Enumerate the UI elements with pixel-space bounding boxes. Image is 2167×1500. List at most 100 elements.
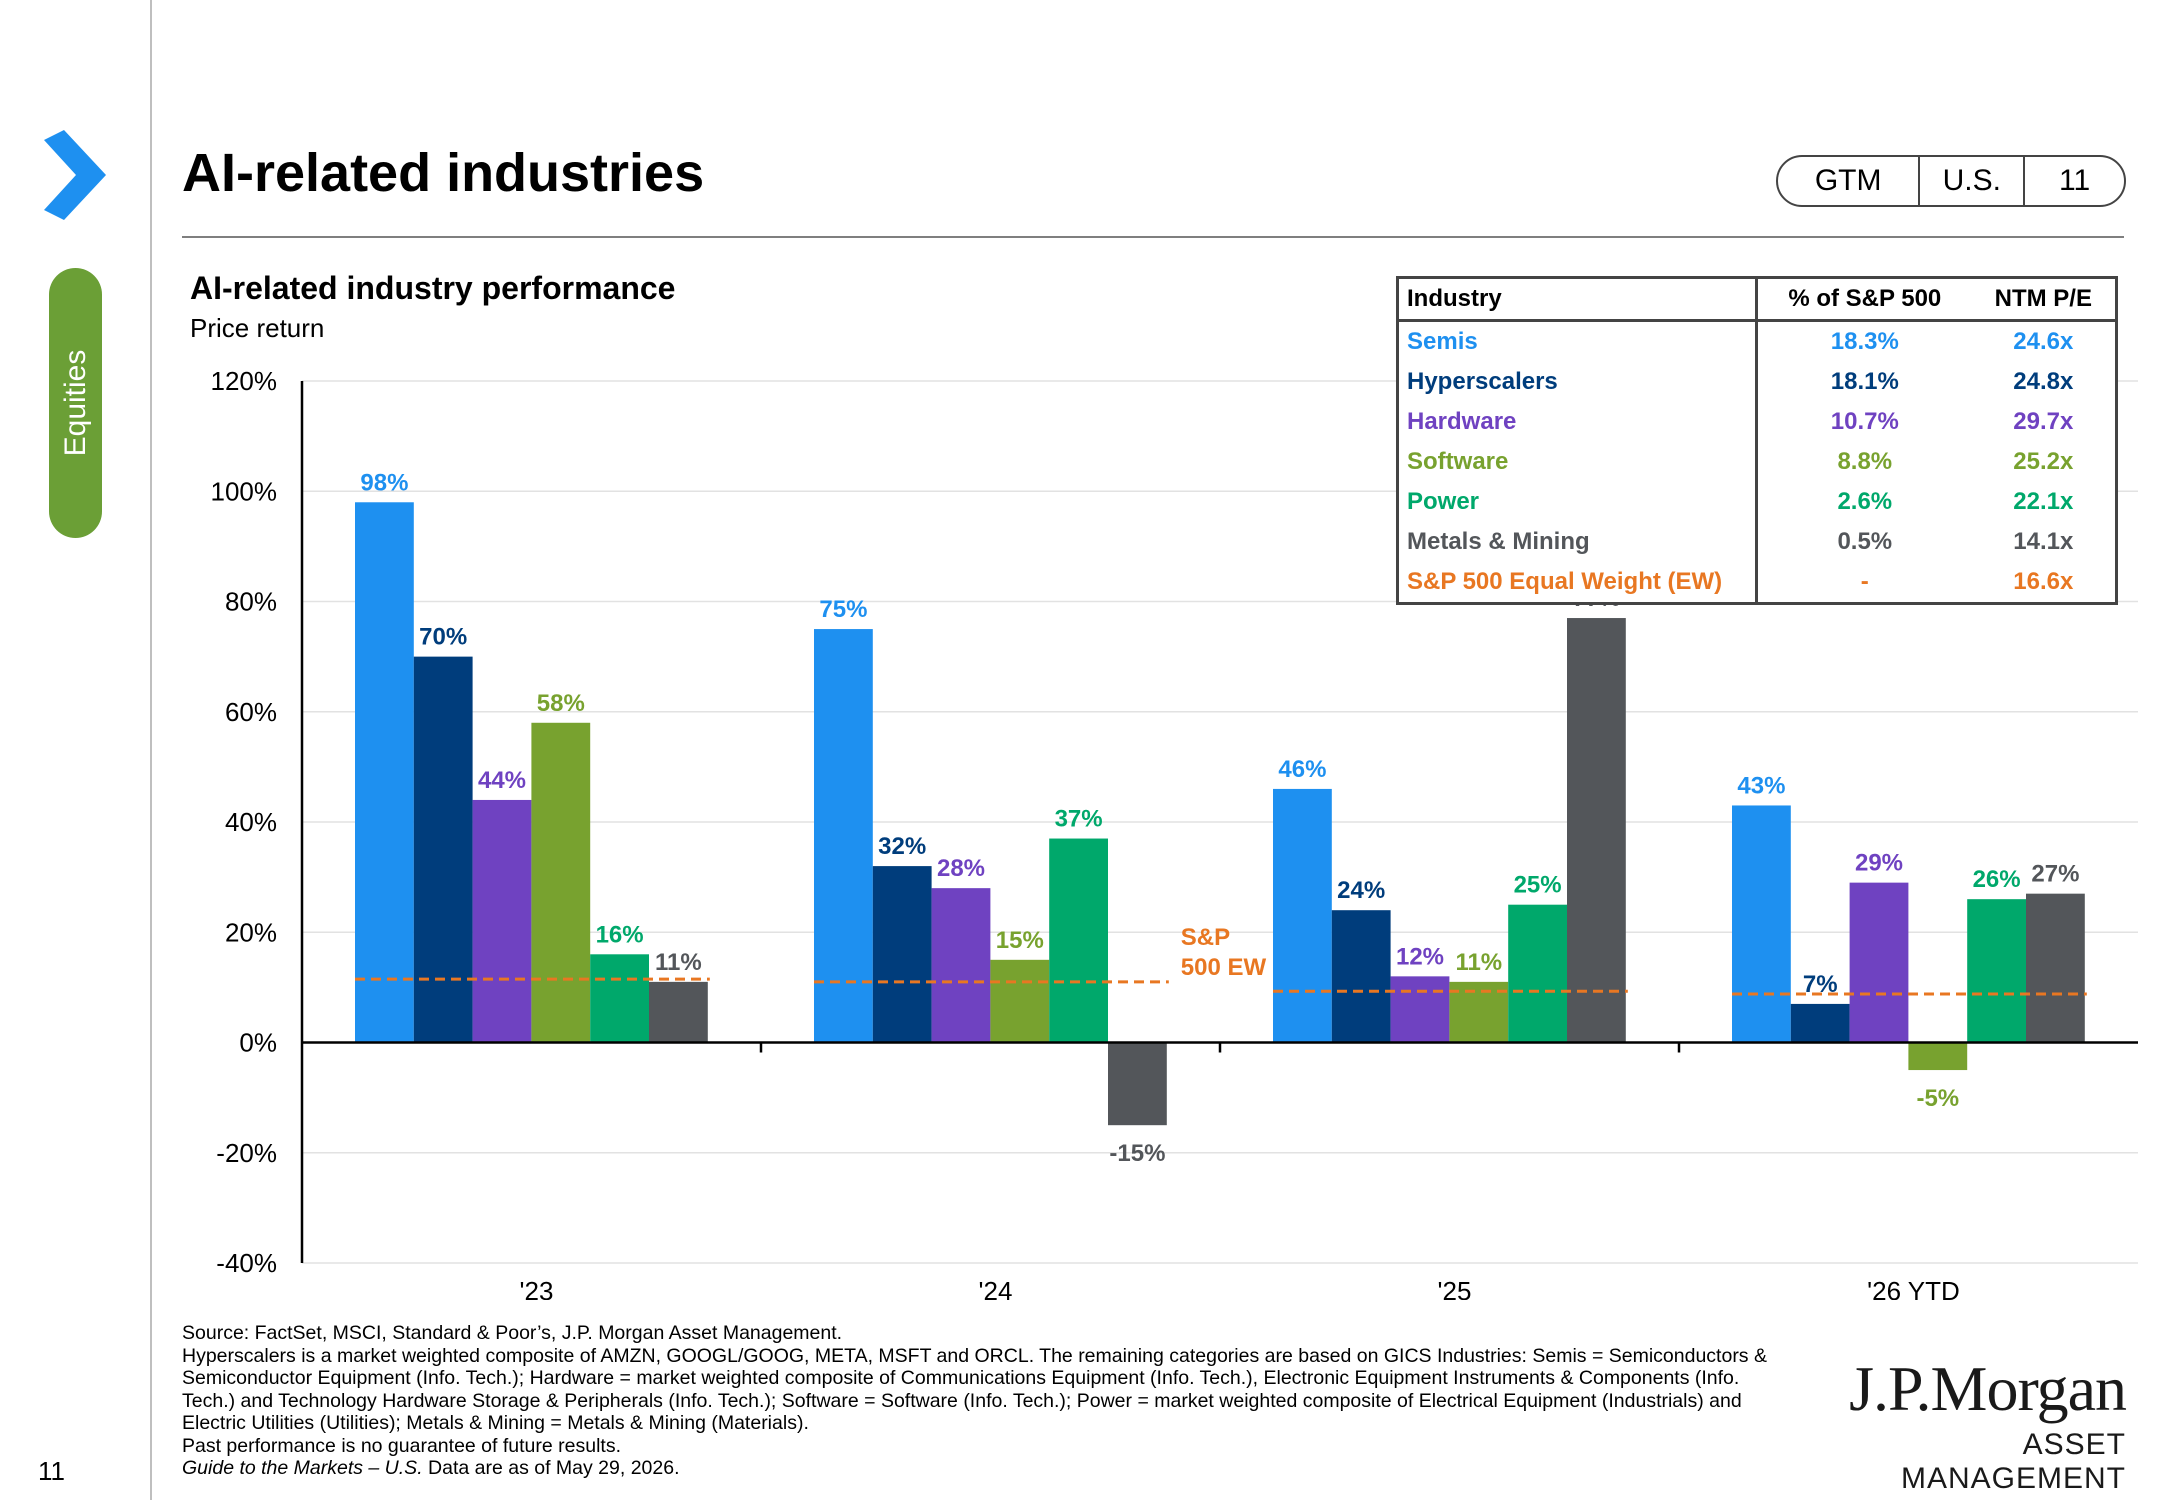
bar [1273, 788, 1332, 1043]
table-row: Metals & Mining 0.5% 14.1x [1397, 522, 2117, 562]
gtm-badge: GTM U.S. 11 [1776, 155, 2126, 207]
x-tick-label: '23 [520, 1276, 554, 1300]
bar [1390, 976, 1450, 1043]
data-label: 75% [819, 596, 867, 623]
x-tick-label: '25 [1438, 1276, 1472, 1300]
page-title: AI-related industries [182, 143, 705, 203]
data-label: 28% [937, 855, 985, 882]
bar [990, 959, 1050, 1043]
date-note: Data are as of May 29, 2026. [422, 1457, 680, 1479]
data-label: 37% [1055, 806, 1103, 833]
table-cell-pct: 2.6% [1837, 488, 1893, 515]
jpmorgan-logo: J.P.Morgan [1849, 1353, 2127, 1424]
table-row: Semis 18.3% 24.6x [1397, 320, 2117, 362]
bar [531, 722, 591, 1043]
data-label: 29% [1855, 850, 1903, 877]
title-divider [182, 236, 2124, 238]
table-cell-pe: 14.1x [2013, 528, 2074, 555]
page-number: 11 [38, 1456, 65, 1486]
bar [472, 799, 532, 1043]
y-tick-label: 60% [225, 697, 277, 727]
chart-subtitle: Price return [190, 313, 325, 343]
table-cell-pct: 8.8% [1837, 448, 1893, 475]
table-cell-pe: 22.1x [2013, 488, 2074, 515]
bar [1331, 910, 1391, 1043]
chart-title: AI-related industry performance [190, 270, 676, 306]
data-label: 24% [1337, 877, 1385, 904]
y-tick-label: -40% [216, 1248, 277, 1278]
footnote-line: Past performance is no guarantee of futu… [182, 1434, 621, 1457]
chevron-right-icon [44, 130, 106, 220]
bar [355, 502, 414, 1043]
bar [1508, 904, 1567, 1043]
y-tick-label: 0% [239, 1028, 277, 1058]
bar [1967, 899, 2026, 1043]
y-tick-label: 80% [225, 587, 277, 617]
table-cell-pct: 10.7% [1830, 408, 1899, 435]
footnote-line: Source: FactSet, MSCI, Standard & Poor’s… [182, 1322, 843, 1344]
left-divider [150, 0, 152, 1500]
table-cell-industry: Software [1397, 442, 1758, 482]
table-cell-industry: S&P 500 Equal Weight (EW) [1397, 562, 1758, 604]
industry-table: Industry % of S&P 500 NTM P/E Semis 18.3%… [1396, 276, 2118, 605]
bar [1908, 1042, 1968, 1071]
bar [1049, 838, 1108, 1043]
x-tick-label: '26 YTD [1867, 1276, 1960, 1300]
data-label: 11% [655, 949, 702, 976]
data-label: 26% [1973, 866, 2021, 893]
data-label: 43% [1737, 772, 1785, 799]
table-cell-industry: Power [1397, 482, 1758, 522]
bar [1567, 618, 1626, 1043]
data-label: 27% [2031, 861, 2079, 888]
table-cell-pct: 18.3% [1830, 328, 1899, 355]
data-label: 70% [419, 624, 467, 651]
bar [413, 656, 473, 1043]
table-cell-industry: Hardware [1397, 402, 1758, 442]
table-row: Power 2.6% 22.1x [1397, 482, 2117, 522]
bar [1732, 805, 1791, 1043]
table-cell-pe: 24.8x [2013, 368, 2074, 395]
reference-line-label: 500 EW [1181, 954, 1267, 981]
y-tick-label: 40% [225, 807, 277, 837]
bar [814, 629, 873, 1043]
bar [590, 954, 649, 1043]
badge-page: 11 [2059, 164, 2091, 197]
source-footnote: Source: FactSet, MSCI, Standard & Poor’s… [182, 1322, 1792, 1480]
data-label: -5% [1916, 1085, 1959, 1112]
table-row: Hyperscalers 18.1% 24.8x [1397, 362, 2117, 402]
table-cell-pe: 16.6x [2013, 568, 2074, 595]
data-label: 44% [478, 767, 526, 794]
table-row: S&P 500 Equal Weight (EW) - 16.6x [1397, 562, 2117, 604]
data-label: 15% [996, 927, 1044, 954]
table-cell-pct: - [1860, 568, 1869, 595]
table-row: Software 8.8% 25.2x [1397, 442, 2117, 482]
table-cell-pct: 18.1% [1830, 368, 1899, 395]
y-tick-label: 120% [211, 366, 278, 396]
bar-chart: -40% -20% 0% 20% 40% 60% 80% 100% 120% 98% 70% 44% 5… [211, 366, 2138, 1300]
bar [2026, 893, 2085, 1043]
table-cell-pe: 24.6x [2013, 328, 2074, 355]
data-label: -15% [1109, 1140, 1165, 1167]
table-header-pe: NTM P/E [1971, 277, 2117, 322]
bar [649, 981, 708, 1043]
bar [872, 866, 932, 1043]
table-cell-industry: Metals & Mining [1397, 522, 1758, 562]
y-tick-label: 100% [211, 476, 278, 506]
x-tick-label: '24 [979, 1276, 1013, 1300]
data-label: 11% [1455, 949, 1502, 976]
data-label: 46% [1278, 756, 1326, 783]
logo-subtitle: ASSET MANAGEMENT [1900, 1428, 2126, 1495]
bar [1108, 1042, 1167, 1126]
data-label: 32% [878, 833, 926, 860]
table-cell-industry: Semis [1397, 320, 1758, 362]
table-cell-pct: 0.5% [1837, 528, 1893, 555]
table-header-industry: Industry [1397, 277, 1758, 322]
section-tab[interactable] [49, 268, 102, 538]
data-label: 98% [360, 469, 408, 496]
badge-gtm: GTM [1778, 157, 1921, 205]
data-label: 16% [596, 921, 644, 948]
reference-line-label: S&P [1181, 924, 1230, 951]
footnote-date-line: Guide to the Markets – U.S. Data are as … [182, 1457, 1792, 1480]
data-label: 12% [1396, 943, 1444, 970]
bar [1790, 1003, 1850, 1043]
